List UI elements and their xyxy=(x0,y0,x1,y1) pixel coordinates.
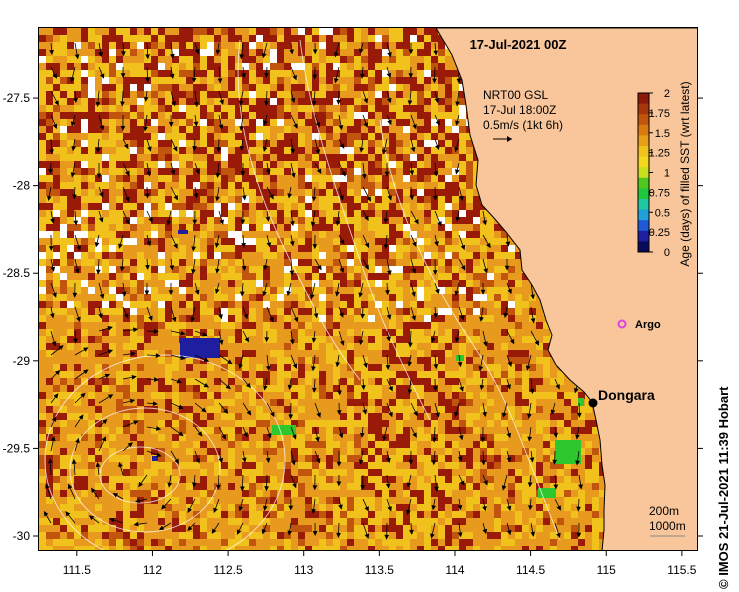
colorbar-cells xyxy=(638,93,649,253)
contour-5 xyxy=(299,39,431,421)
current-scale-arrow-head xyxy=(507,136,512,142)
isobath-1000m: 1000m xyxy=(649,519,686,533)
dongara-dot-icon xyxy=(588,398,598,408)
current-legend: NRT00 GSL 17-Jul 18:00Z 0.5m/s (1kt 6h) xyxy=(483,88,563,142)
colorbar: 2 1.75 1.5 1.25 1 0.75 0.5 0.25 0 Age (days) of … xyxy=(637,81,692,267)
colorbar-segment xyxy=(638,135,649,147)
colorbar-tick-label: 1.5 xyxy=(655,128,670,140)
contour-2 xyxy=(69,407,221,533)
x-axis-ticks: 111.5 112 112.5 113 113.5 114 114.5 115 115.5 xyxy=(63,551,697,577)
contour-3 xyxy=(44,354,286,550)
y-tick-label: -28.5 xyxy=(3,266,31,280)
dongara-marker[interactable]: Dongara xyxy=(588,387,656,408)
colorbar-segment xyxy=(638,103,649,115)
contour-4 xyxy=(237,39,361,381)
x-tick-label: 114.5 xyxy=(516,563,545,577)
land-mass xyxy=(435,28,697,550)
y-tick-label: -28 xyxy=(13,179,31,193)
colorbar-segment xyxy=(638,177,649,189)
x-tick-label: 112 xyxy=(143,563,162,577)
contour-6 xyxy=(379,119,561,541)
x-tick-label: 114 xyxy=(445,563,464,577)
bathymetry-contours xyxy=(44,39,561,550)
colorbar-segment xyxy=(638,156,649,168)
x-tick-label: 115.5 xyxy=(667,563,696,577)
y-axis-ticks: -27.5 -28 -28.5 -29 -29.5 -30 xyxy=(3,91,703,543)
map-title: 17-Jul-2021 00Z xyxy=(470,37,567,52)
colorbar-segment xyxy=(638,114,649,126)
colorbar-tick-label: 0.5 xyxy=(655,207,670,219)
argo-label: Argo xyxy=(635,319,661,331)
colorbar-segment xyxy=(638,220,649,232)
x-tick-label: 113 xyxy=(294,563,313,577)
colorbar-segment xyxy=(638,209,649,221)
current-legend-line3: 0.5m/s (1kt 6h) xyxy=(483,118,563,132)
isobath-legend: 200m 1000m xyxy=(649,504,686,537)
y-tick-label: -29.5 xyxy=(3,441,31,455)
y-tick-label: -27.5 xyxy=(3,91,31,105)
colorbar-segment xyxy=(638,167,649,179)
dongara-label: Dongara xyxy=(598,387,655,403)
sst-field xyxy=(39,28,697,550)
current-legend-line2: 17-Jul 18:00Z xyxy=(483,103,556,117)
y-tick-label: -29 xyxy=(13,354,31,368)
copyright-credit: © IMOS 21-Jul-2021 11:39 Hobart xyxy=(716,386,731,589)
colorbar-segment xyxy=(638,241,649,253)
colorbar-segment xyxy=(638,199,649,211)
colorbar-segment xyxy=(638,230,649,242)
colorbar-tick-label: 1.25 xyxy=(649,148,670,160)
argo-icon xyxy=(617,319,627,329)
contour-1 xyxy=(99,446,181,504)
colorbar-tick-label: 1.75 xyxy=(649,108,670,120)
x-tick-label: 113.5 xyxy=(365,563,394,577)
current-vectors xyxy=(43,42,585,540)
colorbar-tick-label: 0 xyxy=(664,247,670,259)
colorbar-title: Age (days) of filled SST (wrt latest) xyxy=(678,81,692,266)
x-tick-label: 112.5 xyxy=(214,563,243,577)
colorbar-tick-label: 0.25 xyxy=(649,227,670,239)
colorbar-segment xyxy=(638,188,649,200)
map-area[interactable] xyxy=(38,27,698,551)
colorbar-tick-label: 2 xyxy=(664,88,670,100)
argo-marker[interactable]: Argo xyxy=(617,319,661,331)
colorbar-segment xyxy=(638,124,649,136)
y-tick-label: -30 xyxy=(13,529,31,543)
x-tick-label: 115 xyxy=(597,563,616,577)
colorbar-tick-label: 0.75 xyxy=(649,187,670,199)
colorbar-ticks: 2 1.75 1.5 1.25 1 0.75 0.5 0.25 0 xyxy=(649,88,670,259)
isobath-200m: 200m xyxy=(649,504,679,518)
x-tick-label: 111.5 xyxy=(63,563,92,577)
colorbar-tick-label: 1 xyxy=(664,168,670,180)
current-legend-line1: NRT00 GSL xyxy=(483,88,548,102)
colorbar-segment xyxy=(638,146,649,158)
colorbar-segment xyxy=(638,93,649,105)
